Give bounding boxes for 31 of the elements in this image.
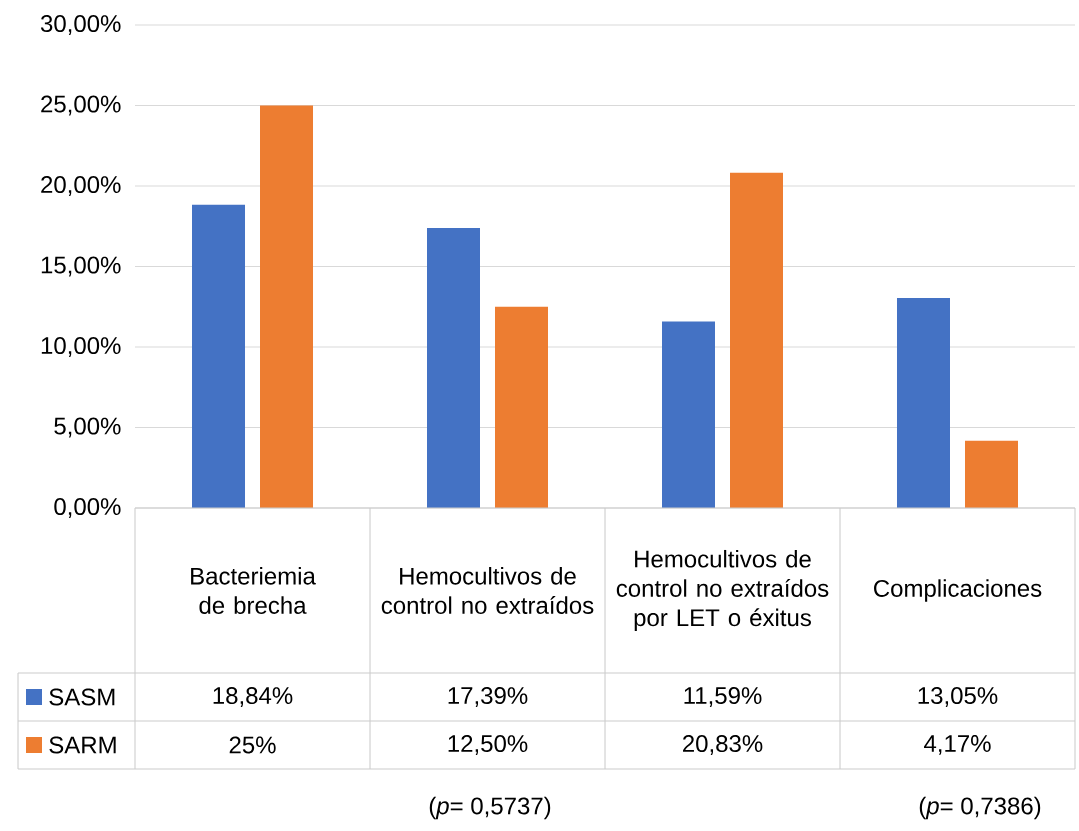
y-tick-label: 30,00% — [40, 15, 121, 35]
data-label: 18,84% — [213, 687, 293, 707]
data-label: 25% — [229, 736, 276, 754]
bar — [965, 440, 1018, 508]
bar — [495, 306, 548, 508]
x-tick-label: Complicaciones — [874, 579, 1042, 602]
y-tick-label: 5,00% — [54, 417, 121, 438]
x-tick-label: Hemocultivos de control no extraídos por LET o éxitus — [616, 549, 829, 631]
data-label: 4,17% — [924, 735, 991, 755]
text: (p= 0,5737) — [429, 796, 551, 820]
y-tick-label: 10,00% — [41, 337, 121, 357]
data-label: 20,83% — [683, 735, 763, 755]
text: (p= 0,7386) — [919, 796, 1041, 820]
legend-label: SASM — [49, 688, 115, 706]
bar — [897, 297, 950, 508]
x-tick-label: Bacteriemia de brecha — [191, 567, 316, 614]
bar — [662, 321, 715, 508]
y-tick-label: 0,00% — [54, 498, 121, 518]
data-label: 11,59% — [684, 687, 762, 707]
x-tick-label: Hemocultivos de control no extraídos — [381, 567, 594, 614]
bar — [192, 204, 246, 508]
bar — [730, 172, 783, 508]
y-tick-label: 25,00% — [41, 95, 121, 116]
legend-label: SARM — [49, 736, 116, 754]
bar — [427, 228, 480, 508]
data-label: 12,50% — [448, 735, 528, 755]
data-label: 13,05% — [918, 687, 998, 707]
data-label: 17,39% — [448, 687, 528, 707]
y-tick-label: 15,00% — [41, 256, 121, 277]
bar — [260, 105, 313, 508]
y-tick-label: 20,00% — [41, 176, 121, 196]
